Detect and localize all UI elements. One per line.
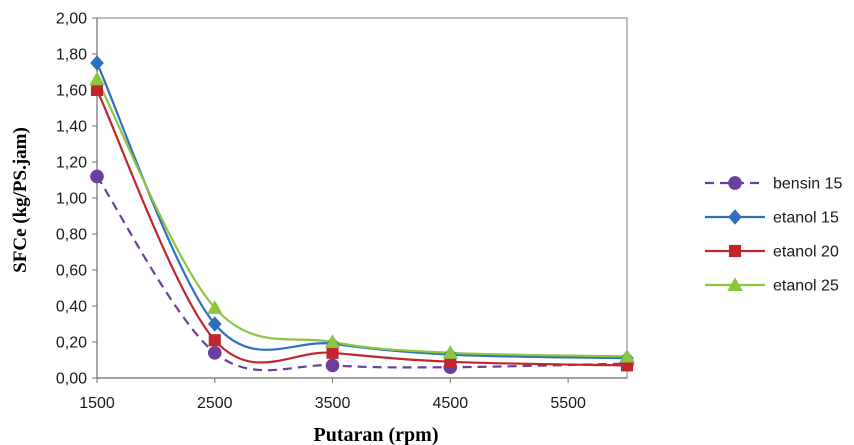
- data-point-etanol-15: [90, 55, 104, 71]
- legend-marker-bensin-15: [728, 176, 742, 190]
- y-tick-label: 0,20: [56, 335, 87, 352]
- x-tick-label: 2500: [197, 395, 233, 412]
- legend-label: bensin 15: [773, 176, 842, 193]
- y-tick-label: 0,60: [56, 263, 87, 280]
- x-tick-labels: 1500 2500 3500 4500 5500: [79, 378, 586, 412]
- x-axis-label: Putaran (rpm): [314, 424, 439, 445]
- data-point-etanol-25: [442, 345, 459, 359]
- y-tick-label: 0,80: [56, 227, 87, 244]
- y-tick-label: 1,20: [56, 155, 87, 172]
- legend-label: etanol 20: [773, 244, 839, 261]
- y-tick-label: 1,80: [56, 47, 87, 64]
- data-point-etanol-15: [207, 316, 222, 332]
- series-markers: [89, 55, 635, 375]
- y-tick-label: 1,40: [56, 119, 87, 136]
- data-point-etanol-25: [207, 300, 223, 314]
- legend-marker-etanol-20: [728, 244, 742, 258]
- data-point-etanol-25: [324, 334, 341, 349]
- data-point-etanol-20: [208, 334, 221, 347]
- y-tick-label: 0,40: [56, 299, 87, 316]
- series-line-etanol-20: [96, 89, 628, 367]
- x-tick-label: 3500: [315, 395, 351, 412]
- y-tick-label: 2,00: [56, 11, 87, 28]
- y-tick-label: 0,00: [56, 371, 87, 388]
- data-point-etanol-20: [326, 346, 339, 359]
- data-point-etanol-20: [90, 83, 104, 97]
- y-tick-label: 1,60: [56, 83, 87, 100]
- legend-marker-etanol-25: [727, 277, 743, 292]
- data-point-bensin-15: [90, 169, 104, 184]
- legend: bensin 15 etanol 15 etanol 20 etanol 25: [705, 176, 842, 295]
- data-point-bensin-15: [325, 358, 340, 373]
- data-point-bensin-15: [207, 345, 222, 360]
- y-axis-label: SFCe (kg/PS.jam): [10, 127, 31, 273]
- legend-marker-etanol-15: [728, 209, 742, 225]
- legend-label: etanol 25: [773, 278, 839, 295]
- y-tick-labels: 0,00 0,20 0,40 0,60 0,80 1,00 1,20 1,40 1,60 1,80…: [56, 11, 97, 388]
- series-line-etanol-25: [96, 78, 628, 358]
- y-tick-label: 1,00: [56, 191, 87, 208]
- legend-label: etanol 15: [773, 210, 839, 227]
- x-tick-label: 5500: [550, 395, 586, 412]
- x-tick-label: 1500: [79, 395, 115, 412]
- data-point-etanol-25: [619, 348, 635, 363]
- x-tick-label: 4500: [433, 395, 469, 412]
- data-point-etanol-25: [89, 71, 105, 86]
